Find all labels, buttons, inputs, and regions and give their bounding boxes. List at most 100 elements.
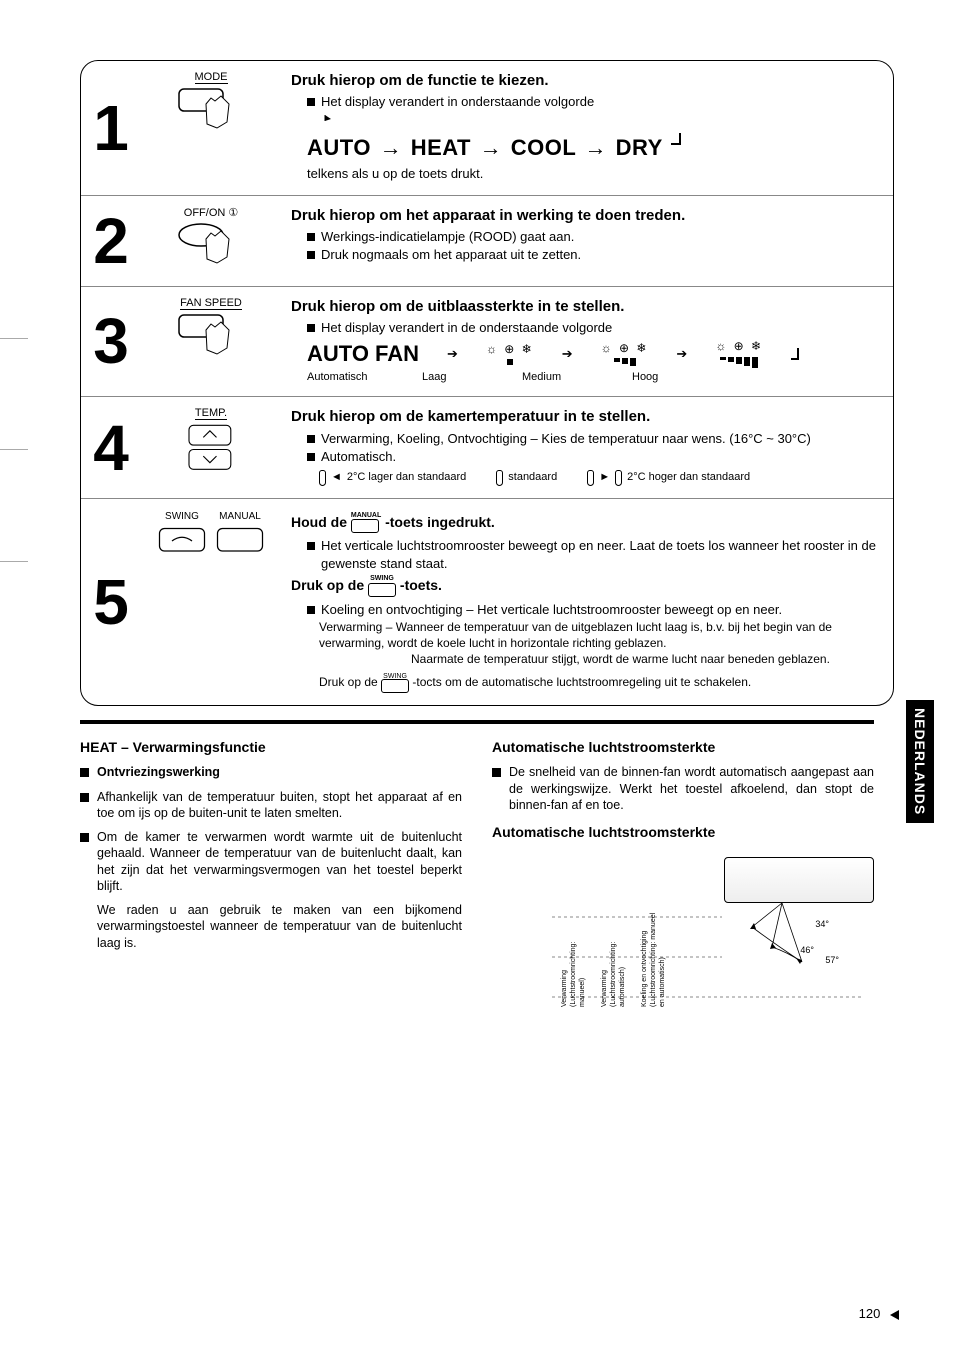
line-rest: – Wanneer de temperatuur van de uitgebla… xyxy=(319,620,832,650)
step-title: Druk hierop om de uitblaassterkte in te … xyxy=(291,297,878,317)
thermometer-icon xyxy=(496,470,503,486)
airflow-diagram: 34° 46° 57° Verwarming (Luchtstroomricht… xyxy=(492,847,874,1007)
bullet-item: De snelheid van de binnen-fan wordt auto… xyxy=(492,764,874,813)
step5-heading2: Druk op de SWING -toets. xyxy=(291,574,878,598)
continuation-text: We raden u aan gebruik te maken van een … xyxy=(97,902,462,951)
final-text: -tocts om de automatische luchtstroomreg… xyxy=(412,675,751,689)
steps-container: 1 MODE Druk hierop om de functie te kiez… xyxy=(80,60,894,706)
heading-text: -toets ingedrukt. xyxy=(385,514,495,530)
arrow-right-icon: ► xyxy=(599,470,610,485)
step-row: 2 OFF/ON ① Druk hierop om het apparaat i… xyxy=(81,196,893,287)
language-tab: NEDERLANDS xyxy=(906,700,934,823)
step5-line: Naarmate de temperatuur stijgt, wordt de… xyxy=(411,651,878,667)
mode-sequence: AUTO → HEAT → COOL → DRY xyxy=(307,133,878,163)
diagram-vert-label: Verwarming (Luchtstroomrichting: manueel… xyxy=(560,919,587,1007)
bullet-marker xyxy=(307,435,315,443)
step-row: 3 FAN SPEED Druk hierop om de uitblaasst… xyxy=(81,287,893,398)
bullet-item: Koeling en ontvochtiging – Het verticale… xyxy=(307,601,878,619)
diagram-vert-label: Koeling en ontvochtiging (Luchtstroomric… xyxy=(640,909,667,1007)
swing-button-icon xyxy=(157,522,207,570)
thermometer-icon xyxy=(319,470,326,486)
angle-label: 57° xyxy=(825,955,839,967)
thermometer-icon xyxy=(587,470,594,486)
temp-higher: ► 2°C hoger dan standaard xyxy=(587,470,750,486)
bullet-marker xyxy=(307,453,315,461)
angle-label: 34° xyxy=(815,919,829,931)
mode-icons: ☼ ⊕ ❄ xyxy=(486,341,534,357)
step-number: 5 xyxy=(81,499,141,705)
fan-sublabel: Automatisch xyxy=(307,370,422,385)
manual-button-icon xyxy=(215,522,265,570)
bullet-item: Het verticale luchtstroomrooster beweegt… xyxy=(307,537,878,572)
temp-buttons-icon xyxy=(176,422,246,477)
fan-sublabel: Hoog xyxy=(632,370,658,385)
arrow-icon: → xyxy=(584,135,607,160)
step-icon-col: FAN SPEED xyxy=(141,287,281,397)
step-icon-col: TEMP. xyxy=(141,397,281,497)
bullet-item: Ontvriezingswerking xyxy=(80,764,462,780)
heading-text: -toets. xyxy=(400,577,442,593)
loop-arrow-icon xyxy=(671,133,681,145)
thermometer-icon xyxy=(615,470,622,486)
bullet-marker xyxy=(307,251,315,259)
sub-heading: Automatische luchtstroomsterkte xyxy=(492,823,874,841)
fan-level-high: ☼ ⊕ ❄ xyxy=(715,338,763,369)
step5-final: Druk op de SWING -tocts om de automatisc… xyxy=(319,672,878,694)
step-row: 4 TEMP. Druk hierop om de kamertemperatu… xyxy=(81,397,893,498)
bullet-marker xyxy=(307,98,315,106)
step-row: 5 SWING MANUAL Ho xyxy=(81,499,893,705)
step-icon-col: SWING MANUAL xyxy=(141,499,281,705)
step-number: 4 xyxy=(81,397,141,497)
fan-speed-row: AUTO FAN ➔ ☼ ⊕ ❄ ➔ ☼ ⊕ ❄ ➔ ☼ ⊕ ❄ xyxy=(307,338,878,369)
bullet-item: Afhankelijk van de temperatuur buiten, s… xyxy=(80,789,462,822)
step5-line: Verwarming – Wanneer de temperatuur van … xyxy=(319,619,878,651)
step-icon-col: OFF/ON ① xyxy=(141,196,281,286)
bullet-item: Om de kamer te verwarmen wordt warmte ui… xyxy=(80,829,462,894)
arrow-icon: → xyxy=(380,135,403,160)
fan-auto-label: AUTO FAN xyxy=(307,339,419,369)
bottom-columns: HEAT – Verwarmingsfunctie Ontvriezingswe… xyxy=(80,738,874,1007)
step-number: 2 xyxy=(81,196,141,286)
page-number: 120 xyxy=(859,1306,899,1321)
left-column: HEAT – Verwarmingsfunctie Ontvriezingswe… xyxy=(80,738,462,1007)
sub-note: telkens als u op de toets drukt. xyxy=(307,165,878,183)
button-press-icon xyxy=(176,86,246,141)
swing-button-icon xyxy=(368,583,396,597)
bullet-lead: Koeling en ontvochtiging xyxy=(321,602,463,617)
mode-item: HEAT xyxy=(411,135,471,160)
icon-label: FAN SPEED xyxy=(180,297,242,310)
bullet-text: Werkings-indicatielampje (ROOD) gaat aan… xyxy=(321,228,878,246)
step-content: Houd de MANUAL -toets ingedrukt. Het ver… xyxy=(281,499,893,705)
bullet-bold-text: Ontvriezingswerking xyxy=(97,764,220,780)
mode-icons: ☼ ⊕ ❄ xyxy=(601,340,649,356)
bullet-rest: – Het verticale luchtstroomrooster bewee… xyxy=(463,602,782,617)
icon-label: TEMP. xyxy=(195,407,227,420)
step-content: Druk hierop om het apparaat in werking t… xyxy=(281,196,893,286)
bullet-text: Koeling en ontvochtiging – Het verticale… xyxy=(321,601,878,619)
arrow-icon: → xyxy=(480,135,503,160)
step-icon-col: MODE xyxy=(141,61,281,195)
fan-bars-icon xyxy=(720,357,758,368)
diagram-vert-label: Verwarming (Luchtstroomrichting: automat… xyxy=(600,919,627,1007)
page-arrow-icon xyxy=(890,1310,899,1320)
arrow-left-icon: ◄ xyxy=(331,470,342,485)
fan-sublabel: Medium xyxy=(522,370,632,385)
icon-label: SWING xyxy=(157,511,207,522)
page-number-text: 120 xyxy=(859,1306,881,1321)
bullet-marker xyxy=(80,833,89,842)
section-divider xyxy=(80,720,874,724)
loop-arrow-icon xyxy=(791,348,799,360)
bullet-marker xyxy=(307,233,315,241)
temp-lower: ◄ 2°C lager dan standaard xyxy=(319,470,466,486)
step-content: Druk hierop om de functie te kiezen. Het… xyxy=(281,61,893,195)
step-title: Druk hierop om het apparaat in werking t… xyxy=(291,206,878,226)
bullet-marker xyxy=(80,793,89,802)
column-heading: HEAT – Verwarmingsfunctie xyxy=(80,738,462,756)
icon-label: MODE xyxy=(195,71,228,84)
line-lead: Verwarming xyxy=(319,620,382,634)
bullet-item: Druk nogmaals om het apparaat uit te zet… xyxy=(307,246,878,264)
bullet-item: Automatisch. xyxy=(307,448,878,466)
bullet-item: Het display verandert in onderstaande vo… xyxy=(307,93,878,111)
bullet-text: Om de kamer te verwarmen wordt warmte ui… xyxy=(97,829,462,894)
step-row: 1 MODE Druk hierop om de functie te kiez… xyxy=(81,61,893,196)
